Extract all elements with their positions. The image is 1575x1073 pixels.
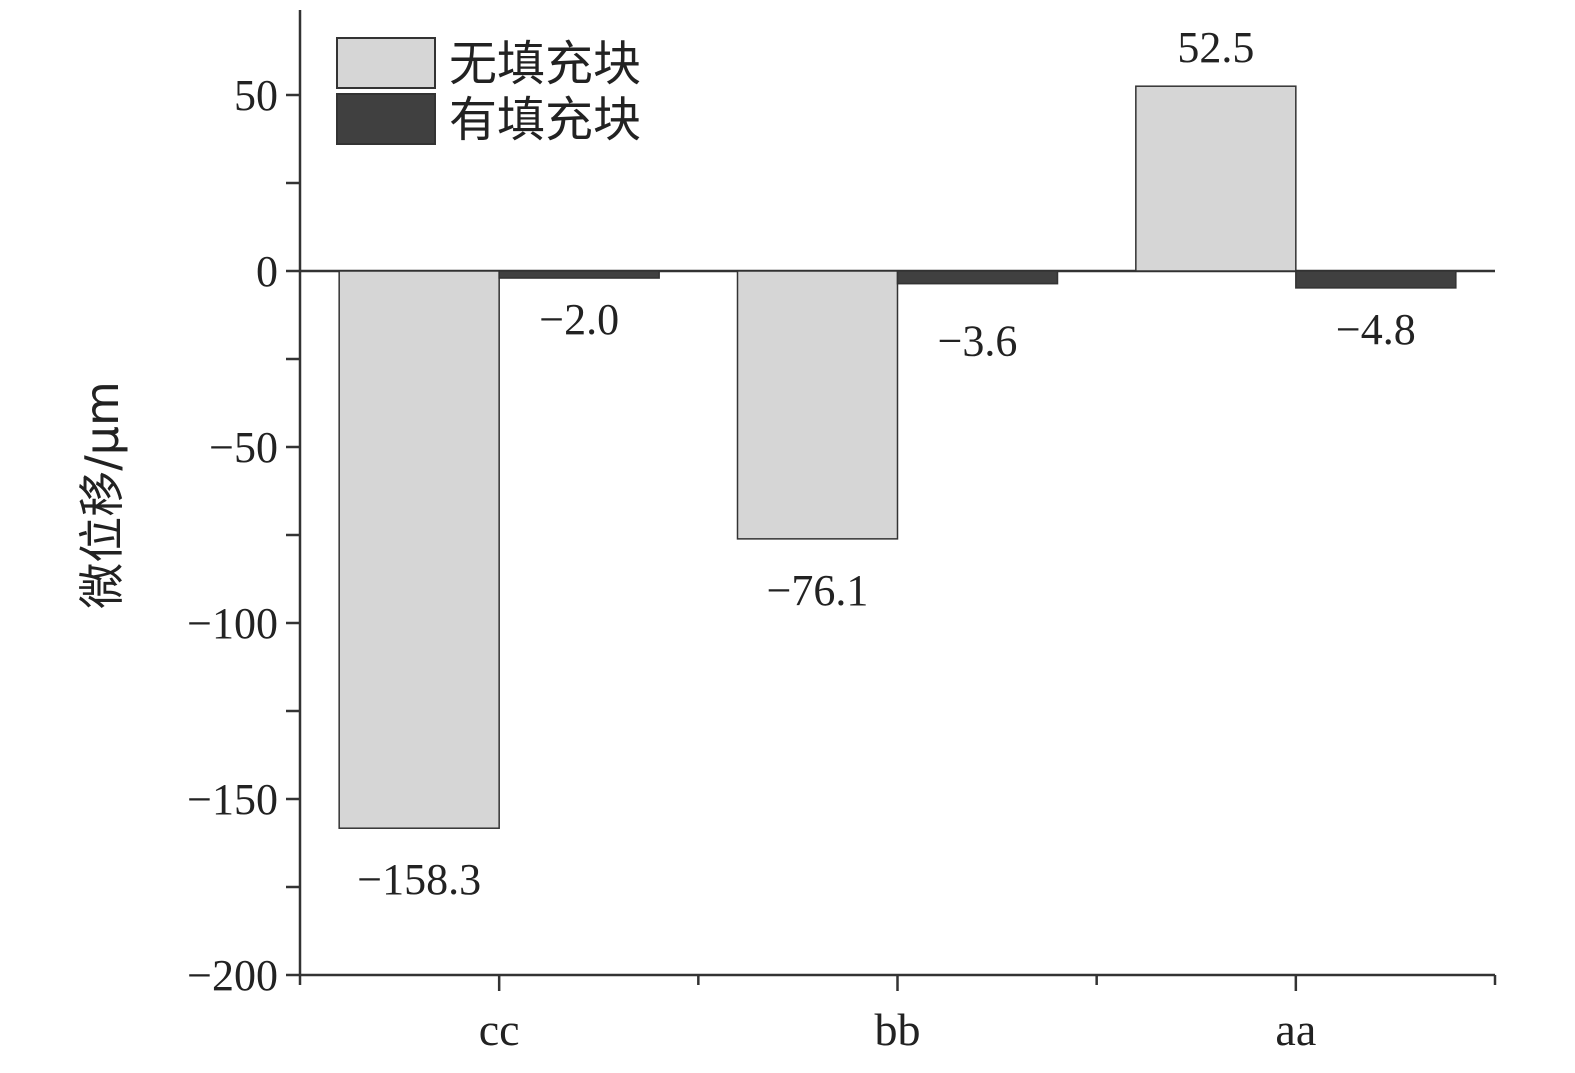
- data-label: −76.1: [767, 566, 869, 615]
- y-tick-label: 50: [234, 71, 278, 120]
- data-labels: −158.3 −76.1 52.5 −2.0 −3.6 −4.8: [357, 23, 1415, 904]
- y-tick-label: −150: [187, 775, 278, 824]
- bar: [1135, 85, 1297, 272]
- data-label: 52.5: [1177, 23, 1254, 72]
- data-label: −3.6: [938, 317, 1018, 366]
- data-label: −158.3: [357, 855, 481, 904]
- bar: [498, 270, 660, 279]
- x-tick-label: cc: [479, 1004, 520, 1055]
- data-label: −4.8: [1336, 305, 1416, 354]
- legend-entry: 无填充块: [449, 36, 641, 92]
- y-tick-label: 0: [256, 247, 278, 296]
- bar: [1295, 270, 1457, 289]
- legend-swatch: [336, 93, 436, 145]
- bar: [896, 270, 1059, 285]
- y-axis: 50 0 −50 −100 −150 −200: [187, 10, 302, 1000]
- data-label: −2.0: [539, 295, 619, 344]
- y-tick-label: −200: [187, 951, 278, 1000]
- bar: [338, 270, 500, 829]
- legend-swatch: [336, 37, 436, 89]
- y-tick-label: −100: [187, 599, 278, 648]
- legend-entry: 有填充块: [449, 92, 641, 148]
- x-tick-label: bb: [875, 1004, 921, 1055]
- bar: [736, 270, 899, 540]
- y-axis-title: 微位移/μm: [75, 381, 129, 609]
- bars: [338, 85, 1457, 829]
- x-tick-label: aa: [1275, 1004, 1316, 1055]
- y-tick-label: −50: [209, 423, 278, 472]
